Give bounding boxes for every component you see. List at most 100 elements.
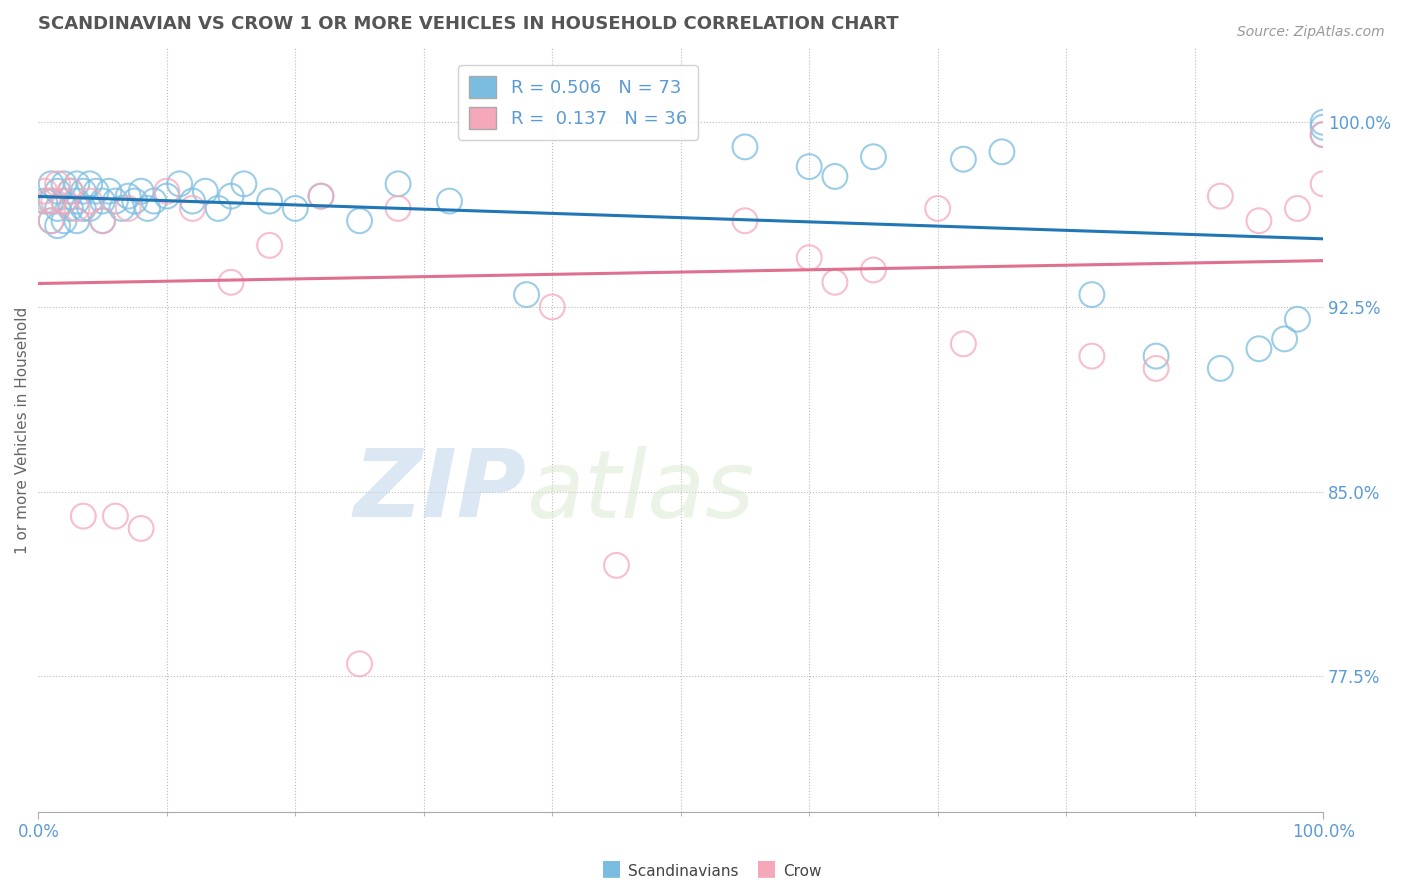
- Point: [349, 213, 371, 227]
- Point: [66, 213, 89, 227]
- Point: [156, 184, 179, 198]
- Point: [1247, 213, 1270, 227]
- Point: [952, 152, 974, 166]
- Point: [39, 194, 62, 208]
- Point: [53, 213, 76, 227]
- Point: [66, 202, 89, 216]
- Point: [1312, 128, 1334, 142]
- Point: [1081, 349, 1104, 363]
- Point: [117, 202, 139, 216]
- Point: [1312, 177, 1334, 191]
- Point: [1247, 342, 1270, 356]
- Point: [219, 275, 242, 289]
- Point: [309, 189, 332, 203]
- Point: [79, 177, 101, 191]
- Point: [46, 177, 69, 191]
- Point: [259, 238, 281, 252]
- Point: [1144, 349, 1167, 363]
- Point: [284, 202, 307, 216]
- Point: [862, 150, 884, 164]
- Point: [79, 194, 101, 208]
- Point: [734, 140, 756, 154]
- Text: SCANDINAVIAN VS CROW 1 OR MORE VEHICLES IN HOUSEHOLD CORRELATION CHART: SCANDINAVIAN VS CROW 1 OR MORE VEHICLES …: [38, 15, 898, 33]
- Point: [42, 194, 65, 208]
- Point: [387, 177, 409, 191]
- Point: [207, 202, 229, 216]
- Point: [1286, 312, 1309, 326]
- Point: [59, 184, 82, 198]
- Point: [39, 213, 62, 227]
- Point: [59, 184, 82, 198]
- Point: [309, 189, 332, 203]
- Point: [516, 287, 538, 301]
- Point: [53, 194, 76, 208]
- Point: [124, 194, 146, 208]
- Point: [111, 202, 134, 216]
- Point: [91, 213, 114, 227]
- Point: [799, 251, 821, 265]
- Point: [824, 275, 846, 289]
- Point: [605, 558, 627, 573]
- Point: [219, 189, 242, 203]
- Point: [72, 509, 94, 524]
- Point: [824, 169, 846, 184]
- Point: [136, 202, 159, 216]
- Point: [927, 202, 949, 216]
- Point: [39, 213, 62, 227]
- Text: ■: ■: [602, 859, 621, 879]
- Point: [129, 184, 152, 198]
- Point: [181, 194, 204, 208]
- Point: [799, 160, 821, 174]
- Point: [1274, 332, 1296, 346]
- Point: [862, 263, 884, 277]
- Point: [1312, 115, 1334, 129]
- Text: ZIP: ZIP: [354, 445, 527, 537]
- Point: [259, 194, 281, 208]
- Point: [91, 213, 114, 227]
- Point: [734, 213, 756, 227]
- Point: [181, 202, 204, 216]
- Point: [53, 177, 76, 191]
- Point: [39, 177, 62, 191]
- Point: [66, 177, 89, 191]
- Point: [156, 189, 179, 203]
- Point: [104, 194, 127, 208]
- Point: [34, 184, 56, 198]
- Point: [387, 202, 409, 216]
- Point: [34, 194, 56, 208]
- Point: [1081, 287, 1104, 301]
- Point: [46, 219, 69, 233]
- Point: [439, 194, 461, 208]
- Point: [991, 145, 1014, 159]
- Point: [1286, 202, 1309, 216]
- Point: [1312, 120, 1334, 135]
- Text: Source: ZipAtlas.com: Source: ZipAtlas.com: [1237, 25, 1385, 39]
- Text: ■: ■: [756, 859, 776, 879]
- Point: [72, 184, 94, 198]
- Point: [952, 336, 974, 351]
- Point: [38, 194, 60, 208]
- Point: [169, 177, 191, 191]
- Point: [232, 177, 254, 191]
- Point: [66, 194, 89, 208]
- Point: [53, 194, 76, 208]
- Point: [541, 300, 564, 314]
- Point: [98, 184, 121, 198]
- Point: [143, 194, 166, 208]
- Point: [129, 521, 152, 535]
- Point: [117, 189, 139, 203]
- Point: [1209, 361, 1232, 376]
- Point: [46, 202, 69, 216]
- Point: [59, 202, 82, 216]
- Point: [91, 194, 114, 208]
- Point: [1144, 361, 1167, 376]
- Text: Crow: Crow: [783, 863, 821, 879]
- Text: Scandinavians: Scandinavians: [628, 863, 740, 879]
- Y-axis label: 1 or more Vehicles in Household: 1 or more Vehicles in Household: [15, 306, 30, 554]
- Point: [1312, 128, 1334, 142]
- Point: [46, 184, 69, 198]
- Point: [84, 184, 107, 198]
- Legend: R = 0.506   N = 73, R =  0.137   N = 36: R = 0.506 N = 73, R = 0.137 N = 36: [458, 65, 697, 140]
- Point: [349, 657, 371, 671]
- Point: [1209, 189, 1232, 203]
